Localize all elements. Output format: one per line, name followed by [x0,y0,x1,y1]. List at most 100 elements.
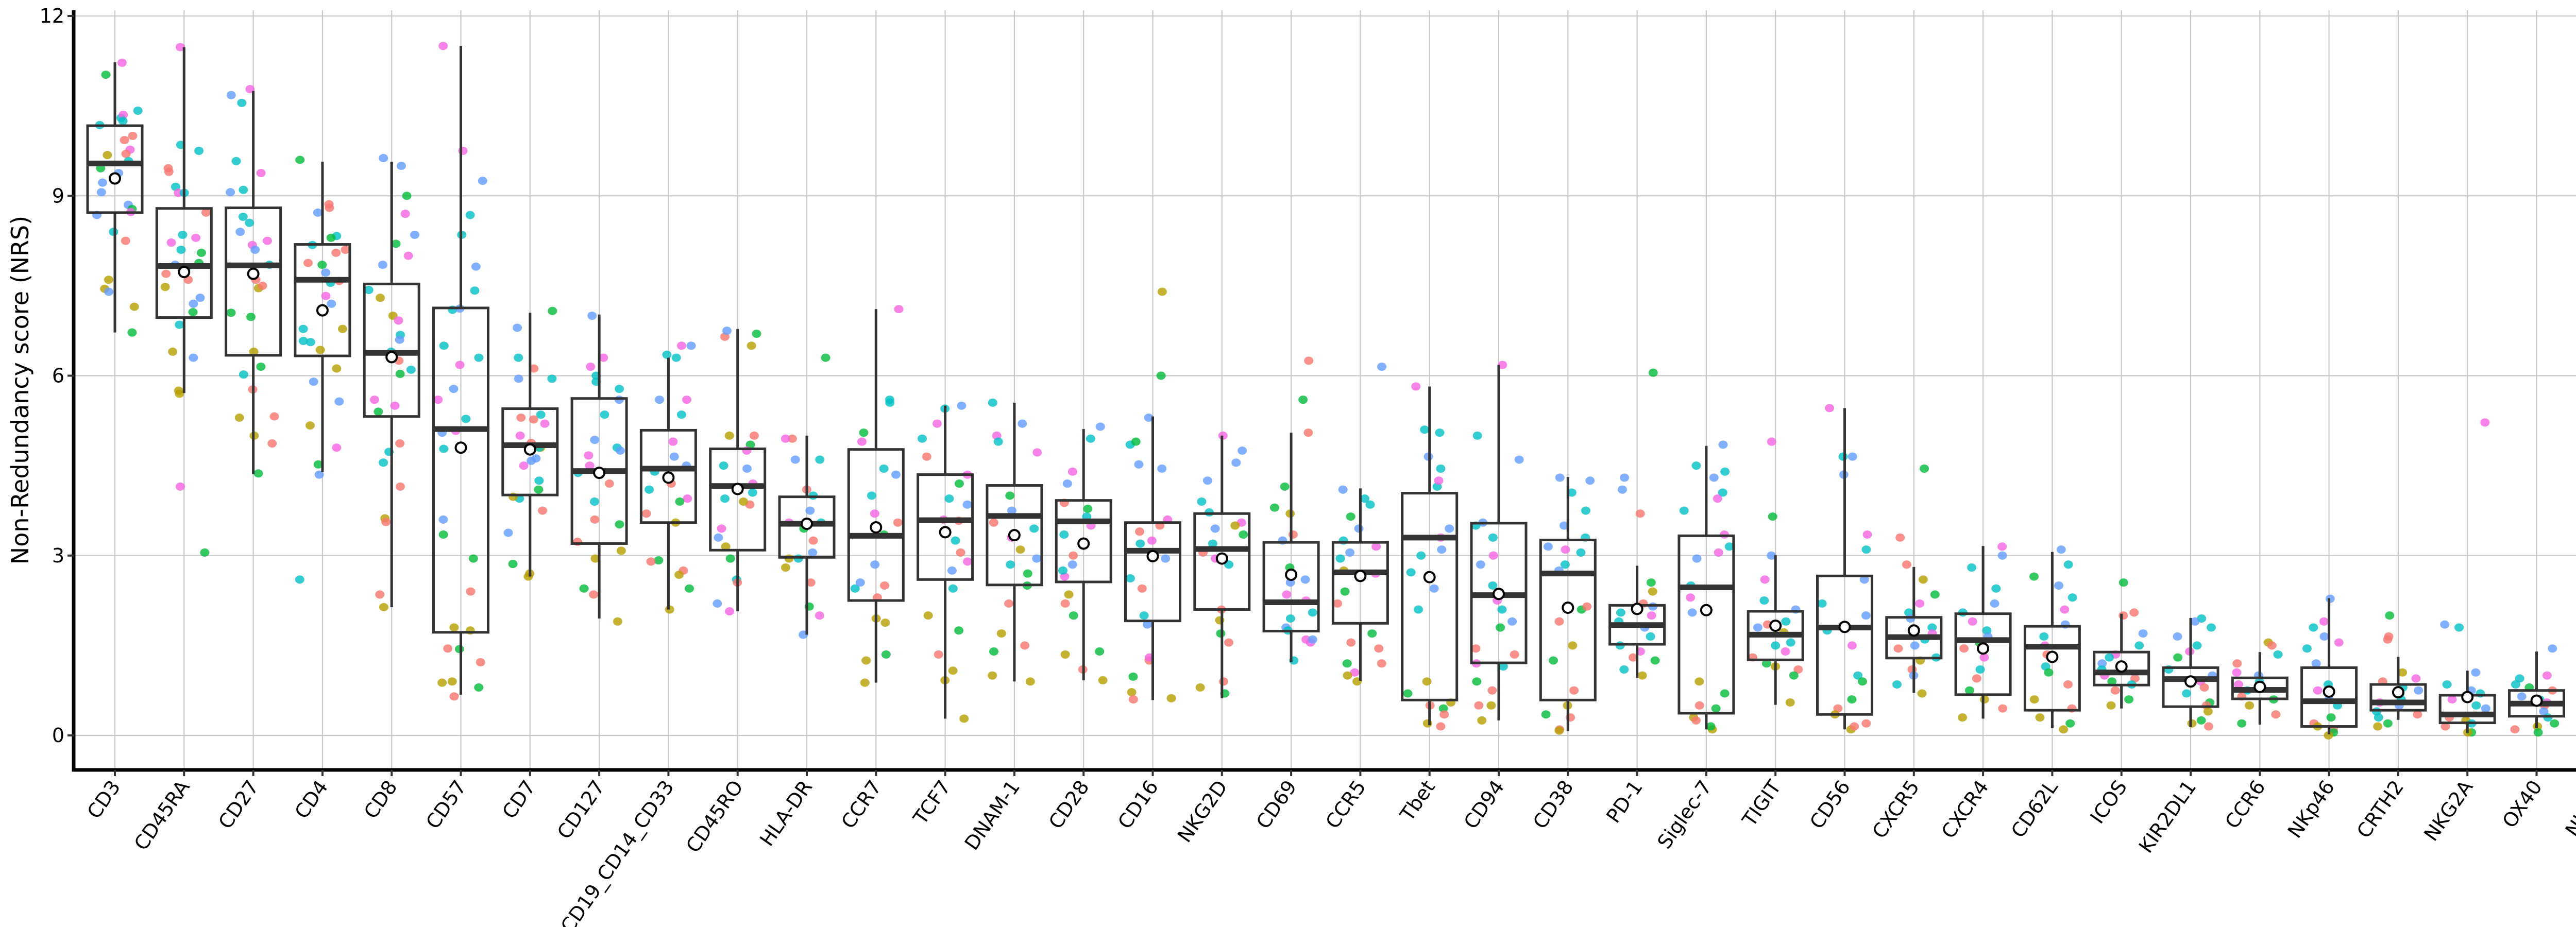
data-point-PBMC_Chronic [808,548,818,557]
data-point-LN_Acute [1069,551,1078,560]
data-point-PBMC_Ctrl [2542,671,2552,680]
data-point-PBMC_Chronic [1585,476,1595,485]
data-point-PBMC_Acute [1416,551,1426,560]
data-point-PBMC_Acute [1498,662,1508,671]
data-point-PBMC_Chronic [478,177,487,185]
data-point-PBMC_Chronic [1753,623,1762,632]
iqr-box [1262,541,1320,632]
data-point-PBMC_Chronic [686,341,696,350]
data-point-LN_Ctrl [226,308,236,317]
data-point-PBMC_Chronic [1338,485,1348,494]
data-point-LN_Ctrl [2533,728,2543,737]
data-point-PBMC_Chronic [1062,479,1072,488]
data-point-LN_Acute [258,281,267,290]
data-point-PBMC_Acute [951,536,960,545]
box-CD69 [1262,433,1320,662]
data-point-PBMC_Chronic [1161,554,1171,563]
data-point-LN_Chronic [1098,676,1108,684]
data-point-PBMC_Acute [1308,608,1317,617]
data-point-LN_Ctrl [859,428,869,437]
data-point-LN_Ctrl [2119,578,2128,587]
data-point-LN_Ctrl [954,626,964,635]
data-point-PBMC_Chronic [189,299,198,308]
data-point-PBMC_Ctrl [2447,695,2457,704]
data-point-LN_Chronic [2324,731,2333,740]
data-point-PBMC_Ctrl [390,401,400,410]
x-tick-label: TCF7 [909,776,955,829]
data-point-LN_Acute [2204,722,2214,731]
x-tick-label: CD94 [1460,776,1509,833]
data-point-LN_Chronic [337,324,347,333]
box-CXCR4 [1954,546,2012,719]
x-tick-label: Siglec-7 [1653,776,1716,853]
data-point-PBMC_Chronic [587,312,597,320]
data-point-LN_Chronic [376,294,385,302]
data-point-LN_Ctrl [253,469,263,478]
data-point-PBMC_Ctrl [519,461,529,470]
box-CD4 [294,161,351,472]
y-tick-label: 0 [52,724,64,747]
data-point-PBMC_Acute [1892,680,1902,689]
data-point-PBMC_Chronic [1157,464,1167,473]
data-point-PBMC_Ctrl [1714,548,1723,557]
data-point-LN_Chronic [1025,677,1035,686]
data-point-PBMC_Acute [988,398,997,407]
data-point-PBMC_Acute [298,336,308,345]
data-point-PBMC_Chronic [1990,599,1999,608]
mean-marker [1215,552,1228,565]
data-point-PBMC_Ctrl [2233,680,2243,689]
data-point-PBMC_Chronic [1555,473,1565,482]
data-point-LN_Chronic [2245,701,2255,710]
data-point-LN_Chronic [590,554,600,563]
data-point-PBMC_Chronic [1859,575,1869,584]
data-point-LN_Ctrl [2385,611,2395,620]
data-point-LN_Chronic [923,611,933,620]
data-point-PBMC_Ctrl [857,437,867,446]
data-point-LN_Ctrl [1438,704,1448,713]
data-point-LN_Acute [2129,608,2139,617]
data-point-LN_Acute [1902,560,1911,569]
data-point-LN_Ctrl [2237,719,2247,728]
data-point-PBMC_Chronic [1767,551,1776,560]
iqr-box [2093,650,2150,686]
x-tick-label: DNAM-1 [960,776,1025,854]
data-point-PBMC_Chronic [1231,458,1241,467]
data-point-LN_Acute [1510,650,1519,659]
data-point-LN_Ctrl [1496,623,1505,632]
data-point-PBMC_Ctrl [166,238,176,247]
data-point-LN_Chronic [1637,671,1647,680]
box-CRTH2 [2369,657,2427,720]
data-point-PBMC_Ctrl [1760,575,1770,584]
data-point-LN_Ctrl [1340,587,1350,596]
data-point-PBMC_Acute [1497,605,1507,614]
data-point-LN_Chronic [1648,587,1657,596]
data-point-PBMC_Acute [2374,713,2383,722]
data-point-PBMC_Ctrl [1847,641,1857,650]
data-point-PBMC_Ctrl [963,557,973,566]
data-point-LN_Chronic [861,656,871,665]
data-point-PBMC_Chronic [805,506,815,515]
data-point-LN_Ctrl [101,71,111,79]
data-point-PBMC_Chronic [1617,485,1627,494]
data-point-LN_Ctrl [725,554,735,563]
box-CCR6 [2231,652,2289,725]
y-axis-title: Non-Redundancy score (NRS) [6,216,34,564]
data-point-PBMC_Ctrl [1997,542,2007,551]
data-point-PBMC_Ctrl [1825,404,1835,413]
data-point-PBMC_Acute [1285,614,1295,623]
mean-marker [109,172,121,185]
data-point-LN_Ctrl [1706,722,1716,731]
data-point-PBMC_Chronic [1007,506,1016,515]
data-point-LN_Chronic [1918,575,1928,584]
box-TCF7 [917,405,974,719]
data-point-PBMC_Acute [1488,581,1498,590]
data-point-PBMC_Chronic [2054,581,2064,590]
data-point-PBMC_Chronic [1144,413,1154,422]
data-point-PBMC_Ctrl [683,494,692,503]
x-tick-label: CD4 [290,776,332,823]
data-point-LN_Ctrl [313,460,323,469]
mean-marker [1146,550,1159,562]
mean-marker [1562,602,1574,614]
data-point-PBMC_Acute [514,353,523,362]
data-point-PBMC_Ctrl [394,316,403,325]
